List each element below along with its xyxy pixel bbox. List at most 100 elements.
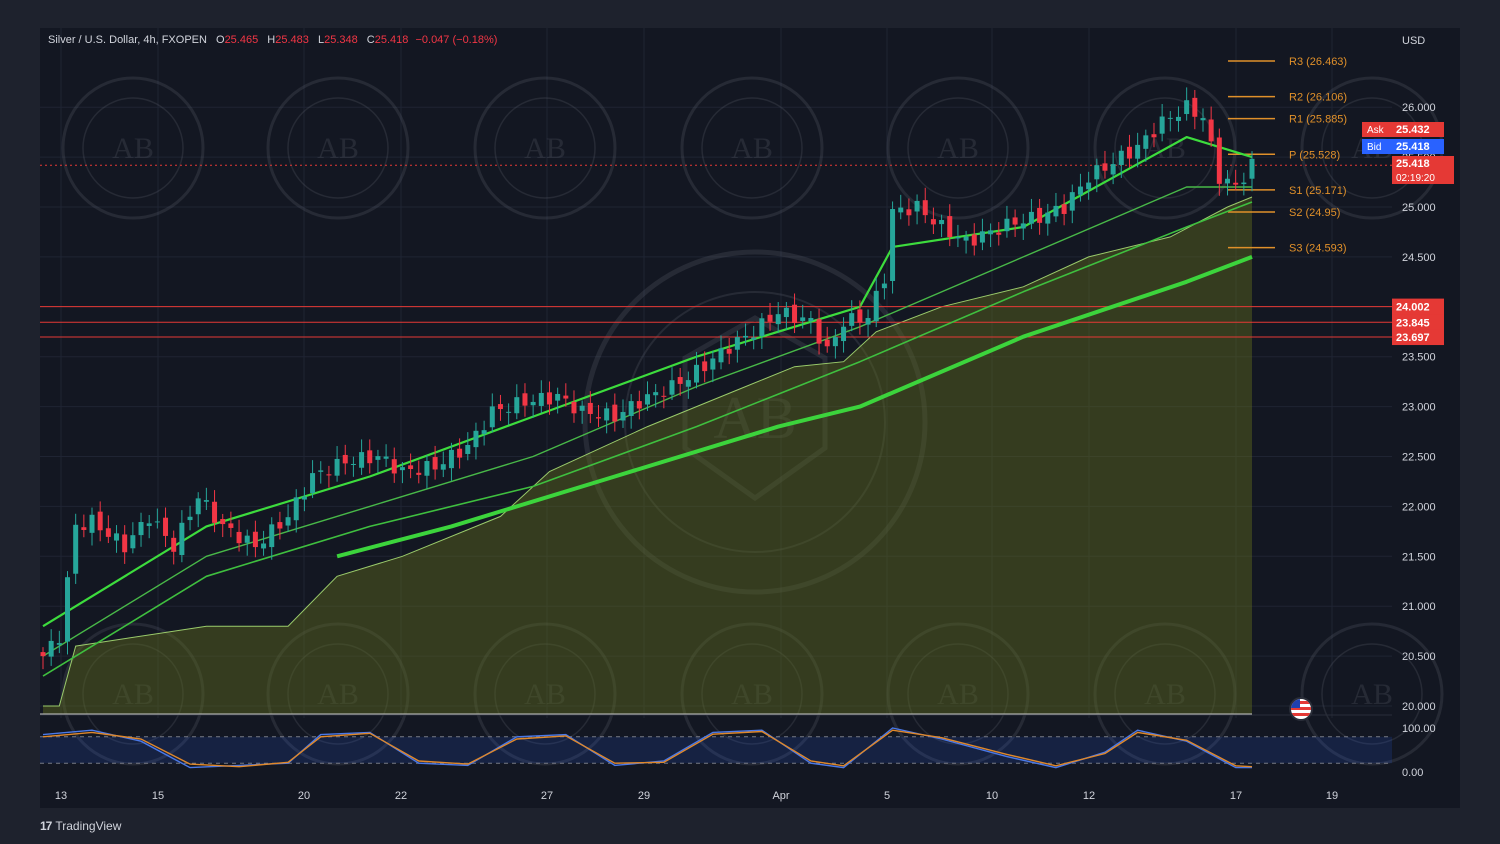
watermark-seal — [287, 643, 389, 745]
candle-body — [857, 309, 863, 323]
watermark-initials: AB — [317, 678, 359, 711]
candle-body — [293, 497, 299, 521]
candle-body — [800, 317, 806, 321]
watermark-initials: AB — [112, 132, 154, 165]
candle-body — [440, 464, 446, 470]
candle-body — [849, 313, 855, 326]
candle-body — [906, 209, 912, 216]
moving-average-line — [336, 255, 1253, 559]
candle-body — [220, 519, 226, 525]
price-axis-label: 25.000 — [1402, 202, 1436, 214]
candle-body — [326, 474, 332, 476]
candle-body — [555, 393, 561, 401]
time-axis-label: 29 — [638, 790, 650, 802]
price-axis-label: 21.500 — [1402, 551, 1436, 563]
symbol-label: Silver / U.S. Dollar, 4h, FXOPEN — [48, 34, 207, 46]
watermark-initials: AB — [1351, 678, 1393, 711]
time-axis-label: 17 — [1230, 790, 1242, 802]
candle-body — [898, 207, 904, 213]
candle-body — [399, 467, 405, 471]
candle-body — [81, 527, 87, 530]
time-axis-label: 27 — [541, 790, 553, 802]
candle-body — [1110, 164, 1116, 175]
candle-body — [1192, 97, 1198, 117]
watermark-seal — [494, 97, 596, 199]
last-price: 25.418 — [1396, 158, 1430, 170]
price-axis-label: 22.500 — [1402, 452, 1436, 464]
candle-body — [587, 402, 593, 414]
candle-body — [1118, 150, 1124, 165]
candle-body — [65, 577, 71, 642]
candle-body — [1233, 182, 1239, 185]
watermark-seal — [494, 643, 596, 745]
tradingview-logo[interactable]: 17 TradingView — [40, 819, 121, 833]
candle-body — [1208, 119, 1214, 142]
stochastic-d-line — [42, 729, 1253, 768]
candle-body — [1028, 211, 1034, 224]
candle-body — [1004, 218, 1010, 232]
candle-body — [979, 231, 985, 243]
ask-tag — [1362, 122, 1392, 137]
watermark-seal — [61, 76, 205, 220]
watermark-seal — [82, 97, 184, 199]
candle-body — [1135, 144, 1141, 159]
candle-body — [212, 501, 218, 523]
candle-body — [114, 533, 120, 541]
candle-body — [971, 234, 977, 246]
candle-body — [350, 463, 356, 465]
candle-body — [1094, 165, 1100, 180]
watermark-initials: AB — [937, 678, 979, 711]
candle-body — [424, 461, 430, 476]
candle-body — [1126, 146, 1132, 159]
time-axis-label: 22 — [395, 790, 407, 802]
candle-body — [579, 405, 585, 411]
candle-body — [318, 470, 324, 472]
watermark-initials: AB — [937, 132, 979, 165]
watermark-seal — [680, 622, 824, 766]
candle-body — [832, 337, 838, 347]
price-axis-label: 22.000 — [1402, 501, 1436, 513]
pivot-label: R1 (25.885) — [1289, 114, 1347, 126]
price-axis-label: 23.000 — [1402, 402, 1436, 414]
candle-body — [236, 531, 242, 544]
candle-body — [448, 449, 454, 469]
watermark-seal — [82, 643, 184, 745]
candle-body — [56, 643, 62, 645]
bid-price-tag — [1392, 139, 1444, 154]
candle-body — [824, 339, 830, 347]
grid — [40, 28, 1392, 718]
watermark-seal — [473, 76, 617, 220]
candle-body — [203, 500, 209, 502]
candle-body — [538, 392, 544, 406]
candle-body — [40, 652, 46, 657]
watermark-seal — [1114, 643, 1216, 745]
candle-body — [285, 517, 291, 526]
bid-price: 25.418 — [1396, 141, 1430, 153]
price-axis-label: 24.500 — [1402, 252, 1436, 264]
horizontal-level-tag — [1392, 298, 1444, 315]
price-chart[interactable]: ABABABABABABABABABABABABABABAB24.00223.8… — [40, 28, 1460, 808]
candle-body — [1045, 212, 1051, 224]
candle-body — [416, 472, 422, 475]
candle-body — [775, 314, 781, 325]
legend-header: Silver / U.S. Dollar, 4h, FXOPEN O25.465… — [48, 34, 497, 46]
watermark-initials: AB — [524, 678, 566, 711]
time-axis-label: 13 — [55, 790, 67, 802]
candle-body — [228, 523, 234, 528]
candle-body — [955, 237, 961, 239]
candle-body — [1200, 118, 1206, 121]
candle-body — [506, 411, 512, 413]
watermark-seal — [266, 622, 410, 766]
candle-body — [122, 534, 128, 553]
us-flag-icon[interactable] — [1289, 697, 1313, 721]
oscillator-band — [40, 736, 1392, 764]
candle-body — [816, 319, 822, 344]
oscillator-axis-label: 0.00 — [1402, 767, 1423, 779]
candle-body — [391, 459, 397, 474]
bid-tag — [1362, 139, 1392, 154]
bid-label: Bid — [1367, 142, 1381, 153]
candle-body — [530, 401, 536, 406]
candle-body — [432, 457, 438, 470]
watermark-seal — [473, 622, 617, 766]
candle-body — [890, 209, 896, 281]
